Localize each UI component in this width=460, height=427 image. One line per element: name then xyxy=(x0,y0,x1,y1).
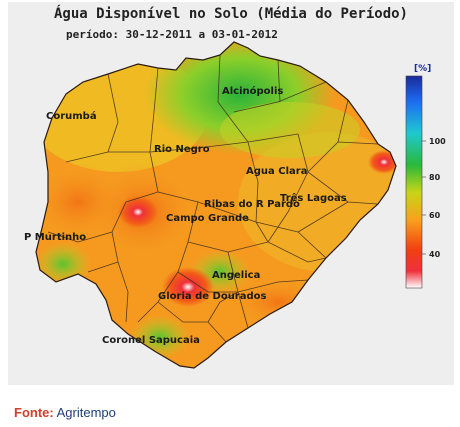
city-label-gloria-de-dourados: Gloria de Dourados xyxy=(158,291,267,302)
city-label-agua-clara: Agua Clara xyxy=(246,166,307,177)
legend-tick-100: 100 xyxy=(429,137,446,146)
soil-water-map: Corumbá Alcinópolis Rio Negro Agua Clara… xyxy=(24,41,446,369)
map-title: Água Disponível no Solo (Média do Períod… xyxy=(53,6,408,22)
legend-color-bar xyxy=(405,75,423,289)
city-label-campo-grande: Campo Grande xyxy=(166,213,249,224)
city-label-coronel-sapucaia: Coronel Sapucaia xyxy=(102,335,200,346)
legend-tick-40: 40 xyxy=(429,250,441,259)
color-legend: [%] 100 80 60 40 xyxy=(405,64,446,289)
municipal-boundaries xyxy=(47,54,379,343)
city-label-ribas-do-rio-pardo: Ribas do R Pardo xyxy=(204,199,300,210)
city-label-angelica: Angelica xyxy=(212,270,260,281)
city-label-porto-murtinho: P Murtinho xyxy=(24,232,86,243)
source-name: Agritempo xyxy=(56,405,116,420)
city-label-tres-lagoas: Três Lagoas xyxy=(280,192,347,204)
city-label-corumba: Corumbá xyxy=(46,110,97,122)
state-fill xyxy=(36,42,396,368)
source-label: Fonte: xyxy=(14,405,54,420)
city-label-rio-negro: Rio Negro xyxy=(154,144,210,155)
city-label-alcinopolis: Alcinópolis xyxy=(222,85,283,97)
map-period: período: 30-12-2011 a 03-01-2012 xyxy=(66,28,278,41)
state-outline xyxy=(35,41,397,369)
map-panel: Água Disponível no Solo (Média do Períod… xyxy=(8,2,454,385)
legend-tick-80: 80 xyxy=(429,173,441,182)
source-caption: Fonte: Agritempo xyxy=(14,405,116,420)
legend-unit: [%] xyxy=(414,64,431,74)
legend-tick-60: 60 xyxy=(429,211,441,220)
